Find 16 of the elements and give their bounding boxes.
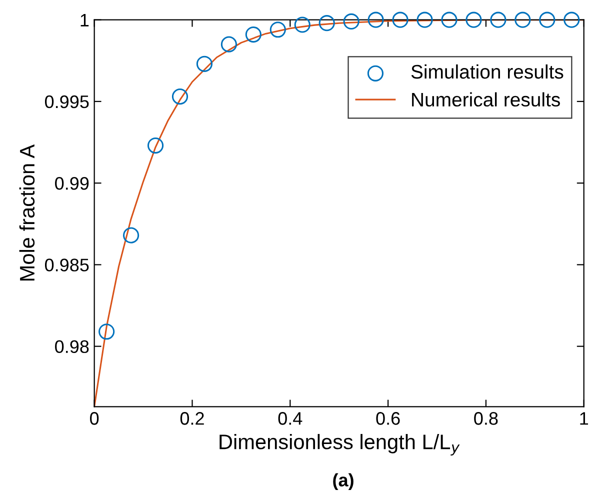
x-tick-label: 0.8 (474, 412, 498, 425)
x-tick-label: 1 (580, 412, 588, 425)
y-tick-label: 0.98 (55, 340, 89, 354)
legend-label: Simulation results (411, 64, 564, 79)
legend-label: Numerical results (412, 92, 560, 107)
x-axis-title: Dimensionless length L/L$_{y}$ (220, 434, 460, 456)
x-tick-label: 0 (90, 412, 99, 425)
x-tick-label: 0.6 (376, 412, 400, 425)
y-tick-label: 0.99 (55, 177, 89, 190)
x-tick-label: 0.4 (278, 412, 302, 425)
y-tick-label: 0.995 (44, 95, 89, 108)
y-tick-label: 0.985 (44, 258, 89, 272)
x-tick-label: 0.2 (180, 412, 204, 425)
y-tick-label: 1 (80, 14, 89, 26)
y-axis-title: Mole fraction A (19, 144, 35, 280)
text: (a) (333, 473, 354, 490)
